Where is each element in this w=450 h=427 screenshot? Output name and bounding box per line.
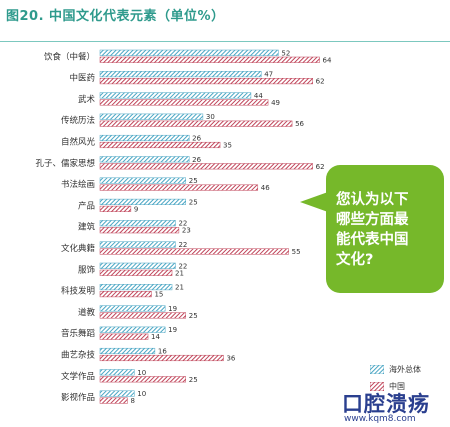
bar-china (99, 269, 173, 276)
category-label: 服饰 (78, 264, 96, 275)
bar-china (99, 56, 320, 63)
category-label: 曲艺杂技 (61, 350, 96, 361)
value-label-overseas: 30 (206, 113, 215, 121)
category-label: 传统历法 (61, 115, 95, 126)
bar-overseas (99, 390, 135, 397)
bar-overseas (99, 92, 252, 99)
category-label: 书法绘画 (61, 179, 95, 190)
category-label: 音乐舞蹈 (61, 328, 95, 339)
value-label-overseas: 25 (189, 177, 198, 185)
value-label-overseas: 44 (254, 92, 263, 100)
chart-title: 图20. 中国文化代表元素（单位%） (6, 9, 225, 24)
bar-overseas (99, 369, 135, 376)
bar-china (99, 291, 152, 298)
bar-china (99, 312, 186, 319)
bar-overseas (99, 220, 176, 227)
value-label-china: 64 (323, 56, 332, 64)
category-label: 饮食（中餐） (44, 51, 95, 62)
value-label-overseas: 26 (192, 135, 201, 143)
category-label: 影视作品 (61, 392, 95, 403)
value-label-overseas: 16 (158, 348, 167, 356)
value-label-china: 35 (223, 142, 232, 150)
bar-overseas (99, 326, 166, 333)
bar-overseas (99, 198, 186, 205)
bar-china (99, 397, 128, 404)
callout-question: 您认为以下 哪些方面最 能代表中国 文化? (336, 192, 409, 268)
bar-china (99, 376, 186, 383)
value-label-overseas: 21 (175, 284, 184, 292)
value-label-overseas: 10 (137, 390, 146, 398)
category-label: 中医药 (69, 73, 95, 84)
question-callout (326, 165, 444, 293)
bar-china (99, 333, 149, 340)
value-label-china: 55 (292, 248, 301, 256)
value-label-china: 8 (130, 397, 134, 405)
bar-overseas (99, 156, 190, 163)
bar-overseas (99, 113, 204, 120)
bar-china (99, 205, 132, 212)
category-label: 孔子、儒家思想 (35, 158, 95, 169)
bar-china (99, 163, 313, 170)
value-label-china: 23 (182, 227, 191, 235)
watermark-logo: 口腔溃疡 (342, 392, 430, 416)
bar-china (99, 227, 180, 234)
bar-china (99, 248, 289, 255)
value-label-china: 25 (189, 376, 198, 384)
watermark-url: www.kqm8.com (344, 414, 416, 424)
legend-label-china: 中国 (389, 382, 405, 391)
value-label-overseas: 22 (178, 262, 187, 270)
value-label-china: 21 (175, 269, 184, 277)
value-label-china: 15 (154, 291, 163, 299)
category-label: 自然风光 (61, 137, 96, 148)
legend-label-overseas: 海外总体 (389, 365, 421, 374)
legend-swatch-china (370, 382, 384, 391)
bar-china (99, 120, 293, 127)
legend-swatch-overseas (370, 365, 384, 374)
bar-overseas (99, 305, 166, 312)
category-label: 产品 (78, 200, 95, 211)
value-label-overseas: 22 (178, 241, 187, 249)
bar-overseas (99, 347, 156, 355)
value-label-overseas: 19 (168, 326, 177, 334)
bar-overseas (99, 262, 176, 269)
category-label: 科技发明 (61, 286, 95, 297)
value-label-overseas: 22 (178, 220, 187, 228)
category-label: 道教 (78, 307, 96, 318)
value-label-china: 62 (316, 163, 325, 171)
value-label-china: 9 (134, 205, 138, 213)
value-label-china: 56 (295, 120, 304, 128)
value-label-overseas: 52 (281, 49, 290, 57)
value-label-china: 46 (261, 184, 270, 192)
value-label-china: 14 (151, 333, 160, 341)
watermark: 口腔溃疡 www.kqm8.com (340, 388, 448, 426)
value-label-china: 62 (316, 78, 325, 86)
value-label-china: 25 (189, 312, 198, 320)
bar-china (99, 78, 313, 85)
value-label-china: 49 (271, 99, 280, 107)
value-label-china: 36 (226, 355, 235, 363)
callout-tail (300, 192, 328, 212)
bar-overseas (99, 177, 186, 184)
value-label-overseas: 26 (192, 156, 201, 164)
bar-overseas (99, 134, 190, 142)
value-label-overseas: 47 (264, 71, 273, 79)
value-label-overseas: 25 (189, 198, 198, 206)
title-divider (0, 41, 450, 42)
bar-china (99, 184, 259, 191)
value-label-overseas: 10 (137, 369, 146, 377)
bar-china (99, 99, 269, 106)
bar-overseas (99, 49, 279, 56)
category-label: 文学作品 (61, 371, 95, 382)
category-label: 建筑 (78, 222, 96, 233)
category-label: 武术 (78, 94, 96, 105)
bar-china (99, 354, 224, 362)
bar-overseas (99, 71, 262, 78)
bar-overseas (99, 284, 173, 291)
category-label: 文化典籍 (61, 243, 95, 254)
value-label-overseas: 19 (168, 305, 177, 313)
bar-china (99, 141, 221, 149)
bar-overseas (99, 241, 176, 248)
